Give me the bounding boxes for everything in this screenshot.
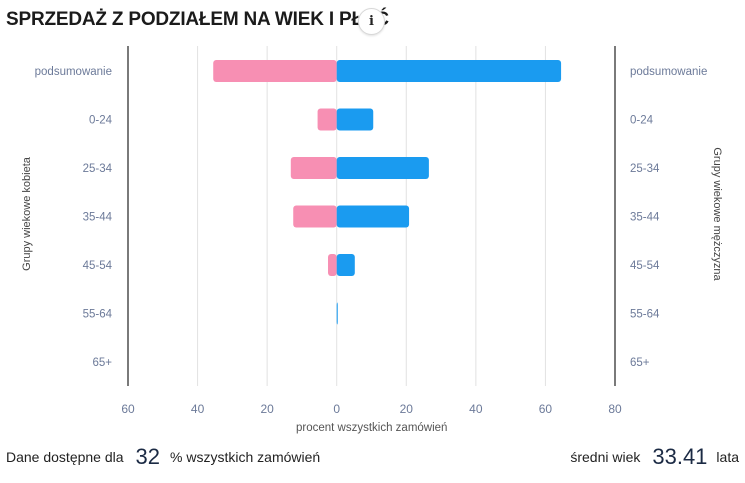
bar-female	[213, 60, 337, 82]
y-tick-label-left: podsumowanie	[35, 66, 112, 78]
x-tick-label: 0	[333, 402, 340, 416]
availability-prefix: Dane dostępne dla	[6, 449, 124, 465]
average-age-unit: lata	[716, 449, 739, 465]
y-tick-label-left: 55-64	[83, 309, 113, 321]
page-title: SPRZEDAŻ Z PODZIAŁEM NA WIEK I PŁEĆ	[6, 9, 389, 30]
bar-male	[336, 108, 374, 131]
bar-male	[336, 254, 355, 276]
bar-female	[290, 157, 337, 179]
age-gender-chart: 60 40 20 0 20 40 60 80 procent wszystkich zamówi…	[21, 46, 723, 434]
y-tick-label-left: 25-34	[83, 163, 113, 175]
bar-male	[336, 205, 410, 228]
data-availability: Dane dostępne dla 32 % wszystkich zamówi…	[6, 444, 320, 470]
y-tick-label-left: 0-24	[89, 115, 113, 127]
y-axis-label-left: Grupy wiekowe kobieta	[21, 156, 33, 271]
y-tick-label-right: 55-64	[630, 309, 660, 321]
bar-female	[293, 205, 337, 228]
y-tick-label-right: 0-24	[630, 115, 654, 127]
info-icon[interactable]: i	[358, 8, 385, 35]
average-age: średni wiek 33.41 lata	[570, 444, 739, 470]
y-tick-label-right: 45-54	[630, 260, 660, 272]
x-axis-label: procent wszystkich zamówień	[296, 422, 447, 434]
x-tick-label: 20	[400, 402, 414, 416]
y-tick-label-left: 35-44	[83, 212, 113, 224]
x-tick-label: 80	[608, 402, 622, 416]
bar-female	[317, 108, 337, 131]
x-tick-label: 20	[260, 402, 274, 416]
bar-male	[336, 157, 429, 179]
bar-male	[336, 60, 562, 82]
y-axis-label-right: Grupy wiekowe mężczyzna	[711, 147, 723, 281]
x-tick-label: 60	[539, 402, 553, 416]
bar-male	[336, 302, 338, 325]
y-tick-label-left: 45-54	[83, 260, 113, 272]
x-tick-label: 40	[469, 402, 483, 416]
bar-female	[328, 254, 337, 276]
x-tick-label: 60	[121, 402, 135, 416]
y-tick-label-right: 65+	[630, 357, 650, 369]
x-tick-label: 40	[191, 402, 205, 416]
y-tick-label-left: 65+	[92, 357, 112, 369]
y-tick-label-right: 25-34	[630, 163, 660, 175]
average-age-value: 33.41	[652, 444, 708, 469]
availability-value: 32	[135, 444, 161, 469]
y-tick-label-right: podsumowanie	[630, 66, 707, 78]
average-age-label: średni wiek	[570, 449, 641, 465]
y-tick-label-right: 35-44	[630, 212, 660, 224]
availability-suffix: % wszystkich zamówień	[170, 449, 321, 465]
